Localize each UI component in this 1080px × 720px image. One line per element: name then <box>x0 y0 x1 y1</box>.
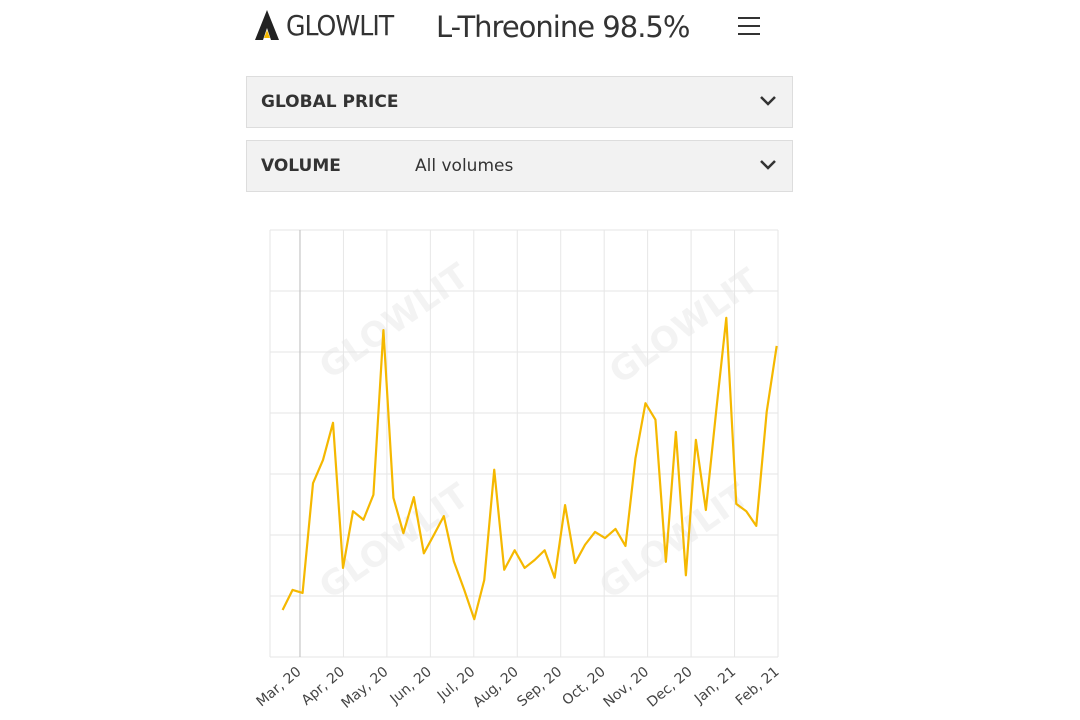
watermark: GLOWLIT <box>592 475 757 607</box>
price-dropdown[interactable]: GLOBAL PRICE <box>246 76 793 128</box>
x-tick-label: Sep, 20 <box>514 664 565 710</box>
dropdown-value: All volumes <box>415 156 514 176</box>
logo[interactable]: GLOWLIT <box>254 8 394 42</box>
x-tick-label: Mar, 20 <box>254 664 305 710</box>
line <box>281 316 778 621</box>
x-tick-label: Aug, 20 <box>470 664 522 711</box>
x-tick-label: Oct, 20 <box>559 664 608 709</box>
chevron <box>760 96 776 106</box>
watermark: GLOWLIT <box>602 260 767 392</box>
chevron <box>760 160 776 170</box>
logo-icon <box>255 10 279 40</box>
menu-button[interactable] <box>738 17 760 35</box>
x-tick-label: Feb, 21 <box>733 664 783 709</box>
volume-dropdown[interactable]: VOLUME All volumes <box>246 140 793 192</box>
page-title: L-Threonine 98.5% <box>436 10 690 44</box>
x-tick-label: May, 20 <box>339 664 392 712</box>
x-tick-label: Jun, 20 <box>387 664 435 708</box>
x-tick-label: Nov, 20 <box>601 664 653 711</box>
x-tick-label: Dec, 20 <box>644 664 696 711</box>
dropdown-label: VOLUME <box>261 156 341 176</box>
watermark: GLOWLIT <box>312 255 477 387</box>
dropdown-label: GLOBAL PRICE <box>261 92 399 112</box>
logo-text: GLOWLIT <box>286 8 394 42</box>
x-tick-label: Jan, 21 <box>691 664 739 708</box>
